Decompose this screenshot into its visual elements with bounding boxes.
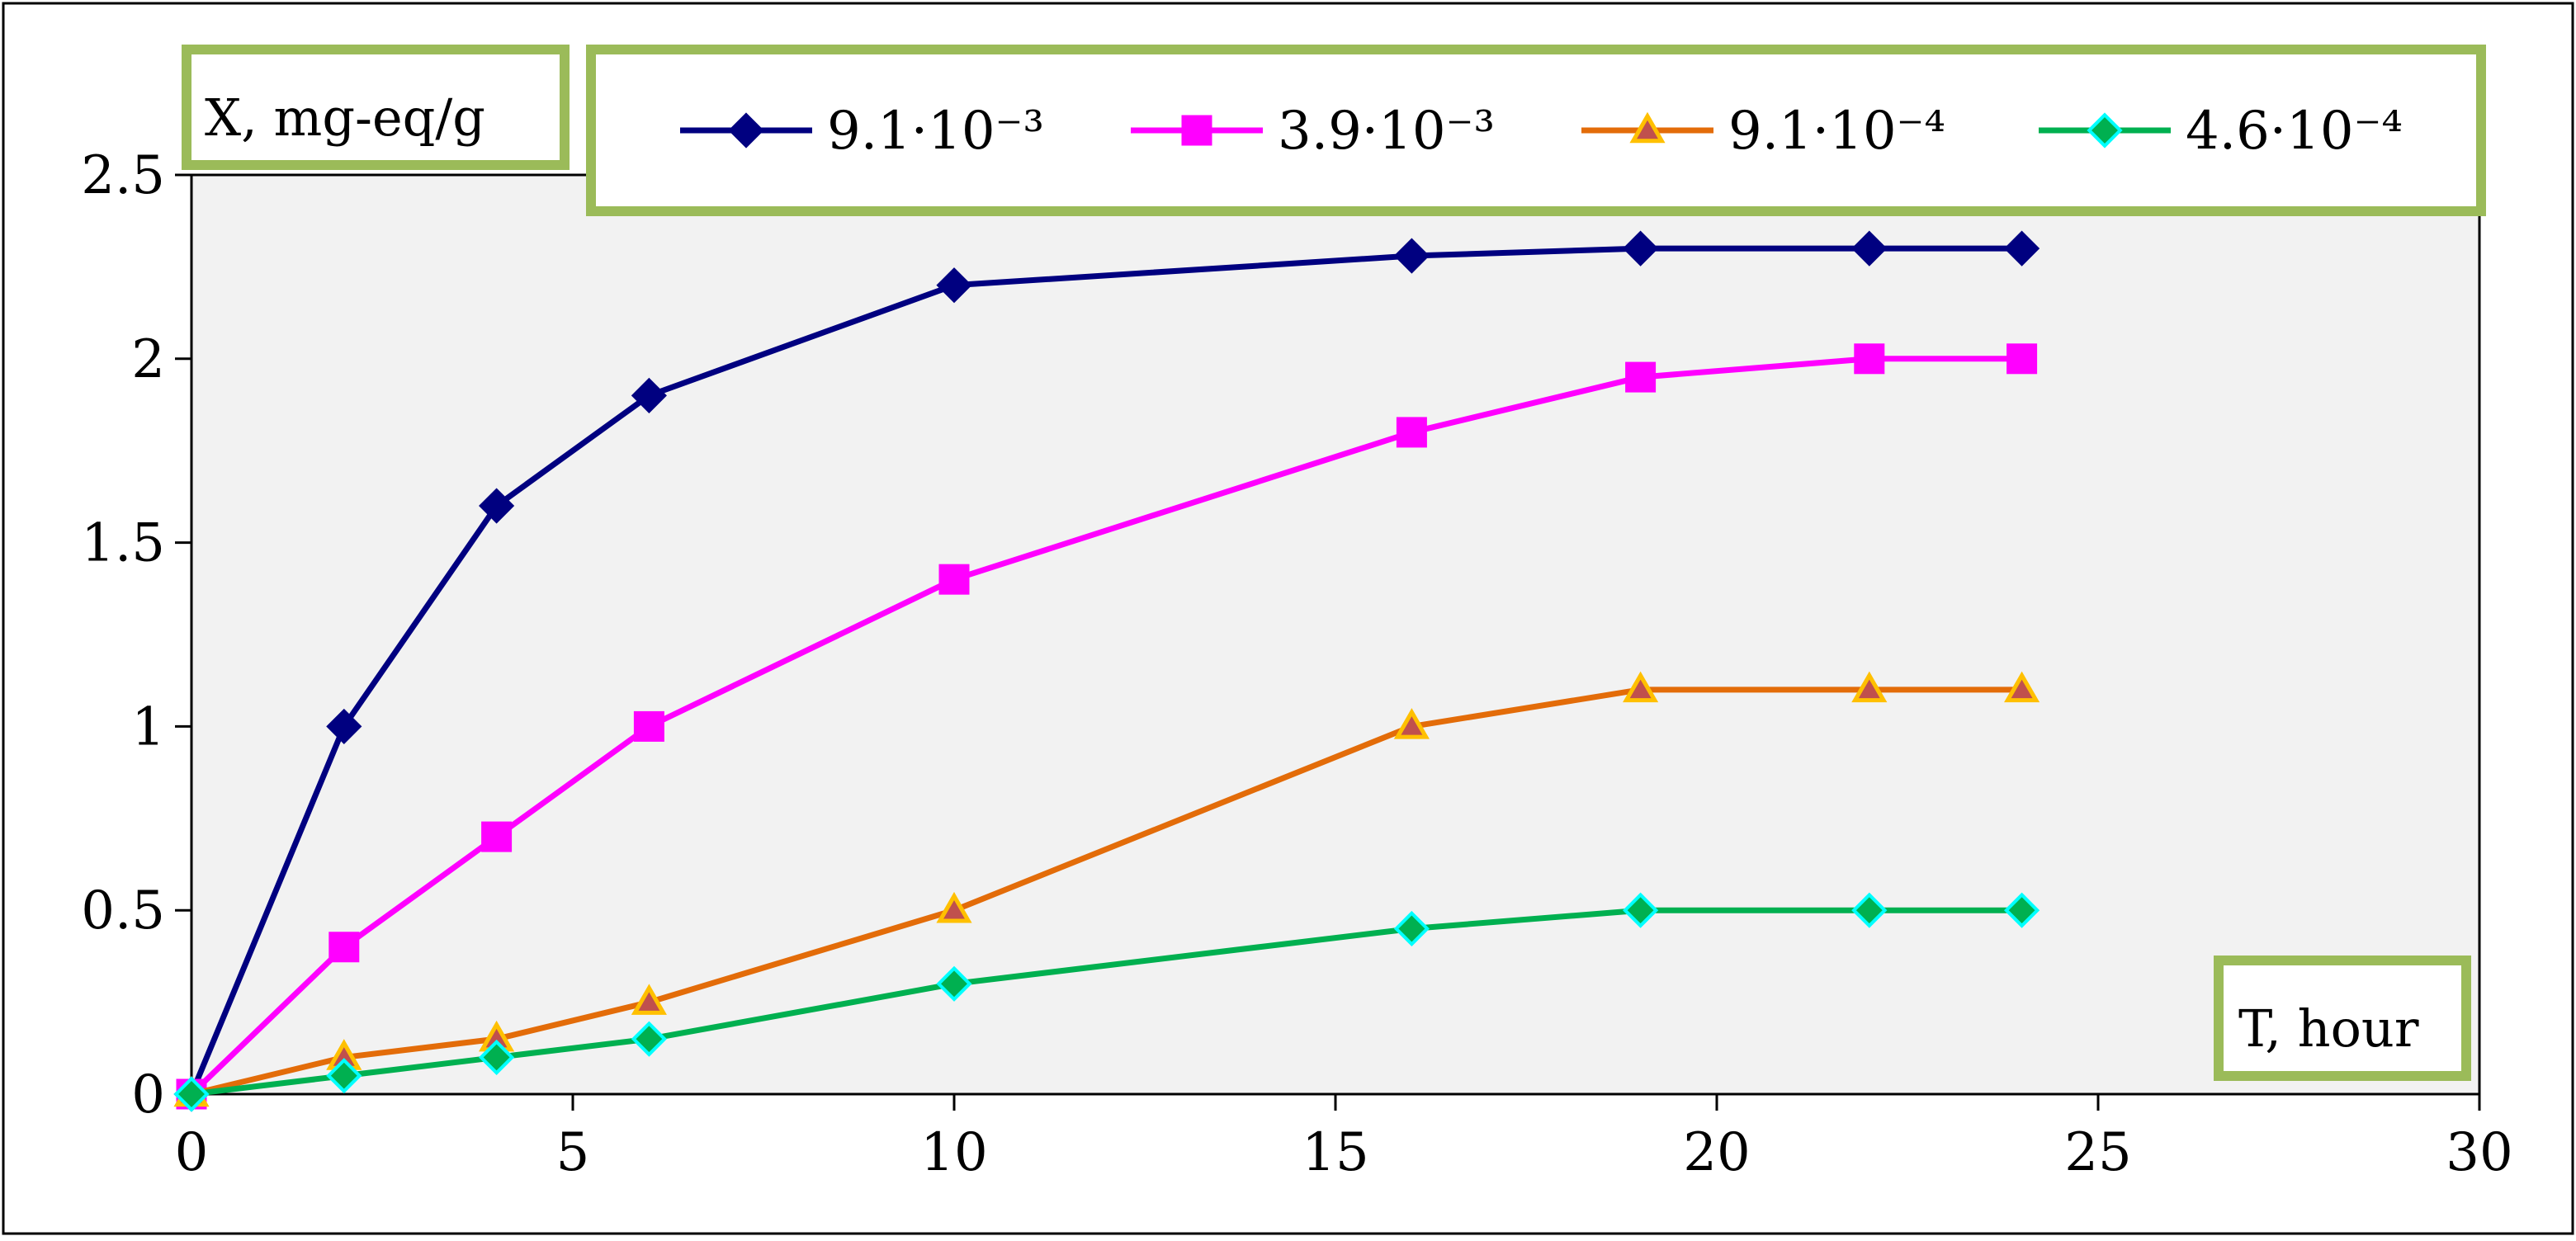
data-point [479, 488, 515, 524]
data-point [938, 564, 970, 595]
series-1 [173, 230, 2040, 1112]
legend-label: 4.6·10⁻⁴ [2186, 101, 2403, 162]
data-point [1393, 708, 1430, 739]
data-point [631, 377, 667, 413]
data-point [326, 708, 362, 744]
data-point [631, 1021, 667, 1057]
x-axis-label: T, hour [2238, 998, 2419, 1059]
x-tick-label: 20 [1683, 1122, 1750, 1183]
data-point [328, 932, 360, 963]
data-point [1181, 115, 1212, 146]
data-point [173, 1076, 210, 1112]
legend-entry-4: 4.6·10⁻⁴ [2039, 101, 2403, 162]
data-point [936, 891, 972, 923]
data-point [633, 710, 664, 742]
data-point [479, 1039, 515, 1076]
legend-entry-3: 9.1·10⁻⁴ [1581, 101, 1945, 162]
series-layer [173, 230, 2040, 1112]
legend-entry-2: 3.9·10⁻³ [1131, 101, 1495, 162]
data-point [936, 965, 972, 1002]
data-point [1625, 361, 1657, 393]
data-point [1396, 417, 1427, 448]
data-point [2087, 112, 2123, 149]
data-point [1629, 111, 1666, 144]
x-tick-label: 5 [556, 1122, 590, 1183]
legend-label: 9.1·10⁻⁴ [1728, 101, 1945, 162]
data-point [481, 821, 513, 852]
x-tick-label: 30 [2446, 1122, 2512, 1183]
y-tick-label: 1 [131, 696, 165, 757]
y-tick-label: 0.5 [81, 880, 165, 941]
data-point [1623, 671, 1659, 703]
legend-entry-1: 9.1·10⁻³ [680, 101, 1044, 162]
y-tick-label: 1.5 [81, 513, 165, 574]
data-point [1623, 230, 1659, 267]
data-point [1851, 230, 1888, 267]
data-point [728, 112, 764, 149]
legend: 9.1·10⁻³ 3.9·10⁻³ 9.1·10⁻⁴ 4.6·10⁻⁴ [680, 101, 2403, 162]
y-tick-label: 0 [131, 1064, 165, 1125]
data-point [936, 267, 972, 304]
data-point [2006, 343, 2038, 375]
legend-label: 3.9·10⁻³ [1278, 101, 1495, 162]
legend-label: 9.1·10⁻³ [827, 101, 1044, 162]
plot-area [190, 173, 2481, 1096]
y-tick-label: 2 [131, 329, 165, 390]
axes: 0 0.5 1 1.5 2 2.5 0 5 10 15 20 25 30 [81, 145, 2513, 1183]
x-tick-label: 25 [2064, 1122, 2131, 1183]
data-point [2004, 671, 2040, 703]
data-point [2004, 230, 2040, 267]
x-axis-label-box [2214, 956, 2471, 1081]
data-point [1623, 892, 1659, 928]
data-point [1851, 671, 1888, 703]
data-point [1851, 892, 1888, 928]
x-tick-label: 0 [175, 1122, 209, 1183]
y-axis-label-box [182, 45, 570, 170]
data-point [2004, 892, 2040, 928]
data-point [1393, 910, 1430, 947]
y-tick-label: 2.5 [81, 145, 165, 206]
y-axis-label: X, mg-eq/g [205, 87, 485, 148]
x-tick-label: 10 [920, 1122, 987, 1183]
data-point [1854, 343, 1885, 375]
data-point [326, 1058, 362, 1094]
data-point [1393, 238, 1430, 274]
data-point [631, 984, 667, 1015]
x-tick-label: 15 [1302, 1122, 1368, 1183]
series-4 [173, 892, 2040, 1112]
